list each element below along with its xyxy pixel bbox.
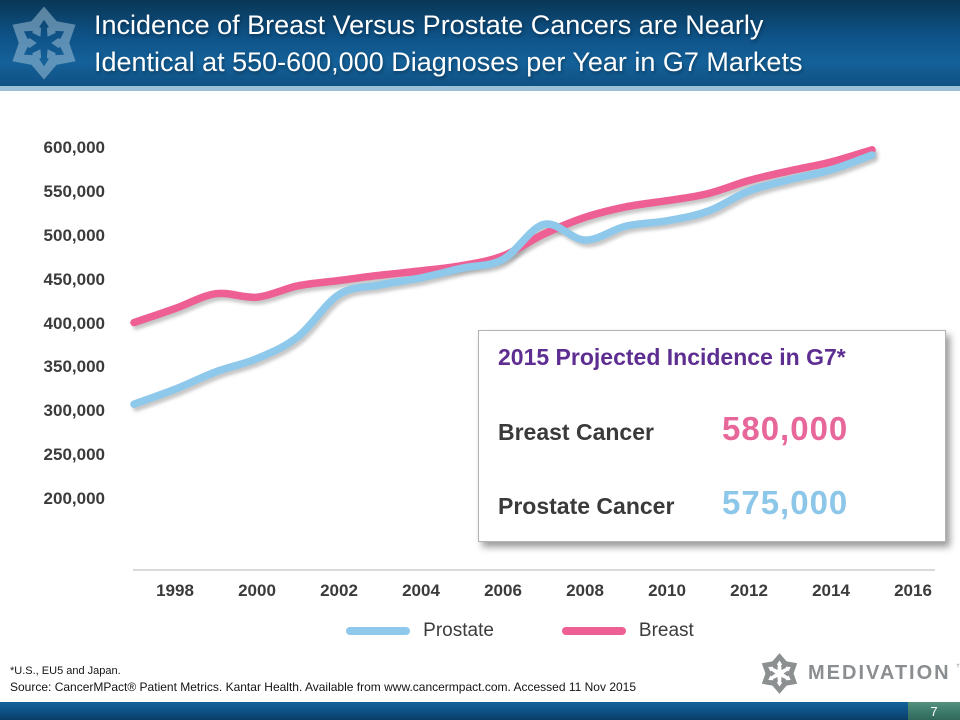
medivation-star-icon (757, 653, 802, 694)
x-tick-label: 2002 (320, 581, 358, 600)
slide-title-line1: Incidence of Breast Versus Prostate Canc… (94, 10, 764, 40)
breast-legend-swatch (561, 627, 626, 635)
slide-title: Incidence of Breast Versus Prostate Canc… (94, 7, 934, 81)
y-tick-label: 500,000 (43, 226, 105, 245)
legend-label-prostate: Prostate (423, 620, 494, 641)
footnote: *U.S., EU5 and Japan. (10, 665, 121, 677)
y-tick-label: 550,000 (43, 182, 105, 201)
projected-incidence-callout: 2015 Projected Incidence in G7* Breast C… (478, 330, 946, 542)
header-underline (0, 86, 960, 91)
slide-header: Incidence of Breast Versus Prostate Canc… (0, 0, 960, 86)
y-tick-label: 600,000 (43, 138, 105, 157)
breast-cancer-row: Breast Cancer 580,000 (498, 410, 848, 448)
x-tick-label: 2010 (648, 581, 686, 600)
x-tick-label: 2006 (484, 581, 522, 600)
y-tick-label: 350,000 (43, 357, 105, 376)
x-tick-label: 2016 (894, 581, 932, 600)
legend-item-prostate: Prostate (346, 620, 494, 642)
legend-label-breast: Breast (638, 620, 694, 641)
page-number: 7 (930, 703, 938, 719)
x-tick-label: 1998 (156, 581, 194, 600)
breast-line-shadow (132, 149, 879, 330)
prostate-legend-swatch (346, 627, 411, 635)
prostate-cancer-row: Prostate Cancer 575,000 (498, 484, 848, 522)
y-tick-label: 250,000 (43, 445, 105, 464)
page-number-badge: 7 (908, 702, 960, 720)
chart-legend: Prostate Breast (140, 620, 900, 642)
breast-line (130, 146, 876, 327)
y-tick-label: 200,000 (43, 489, 105, 508)
x-tick-label: 2014 (812, 581, 850, 600)
legend-item-breast: Breast (561, 620, 694, 642)
breast-cancer-value: 580,000 (722, 410, 849, 447)
y-tick-label: 300,000 (43, 401, 105, 420)
x-tick-label: 2004 (402, 581, 440, 600)
x-tick-label: 2008 (566, 581, 604, 600)
x-tick-label: 2000 (238, 581, 276, 600)
bottom-bar (0, 702, 908, 720)
medivation-logo: MEDIVATION ™ (756, 650, 960, 697)
callout-title: 2015 Projected Incidence in G7* (498, 344, 846, 370)
prostate-cancer-label: Prostate Cancer (498, 493, 675, 519)
medivation-logo-text: MEDIVATION (808, 662, 951, 684)
y-tick-label: 400,000 (43, 314, 105, 333)
source-citation: Source: CancerMPact® Patient Metrics. Ka… (10, 680, 637, 694)
slide-title-line2: Identical at 550-600,000 Diagnoses per Y… (94, 47, 803, 77)
y-tick-label: 450,000 (43, 270, 105, 289)
prostate-cancer-value: 575,000 (722, 484, 849, 521)
medivation-star-icon (4, 6, 84, 80)
x-tick-label: 2012 (730, 581, 768, 600)
x-axis-line (133, 569, 935, 571)
breast-cancer-label: Breast Cancer (498, 419, 654, 445)
trademark-symbol: ™ (956, 662, 960, 672)
